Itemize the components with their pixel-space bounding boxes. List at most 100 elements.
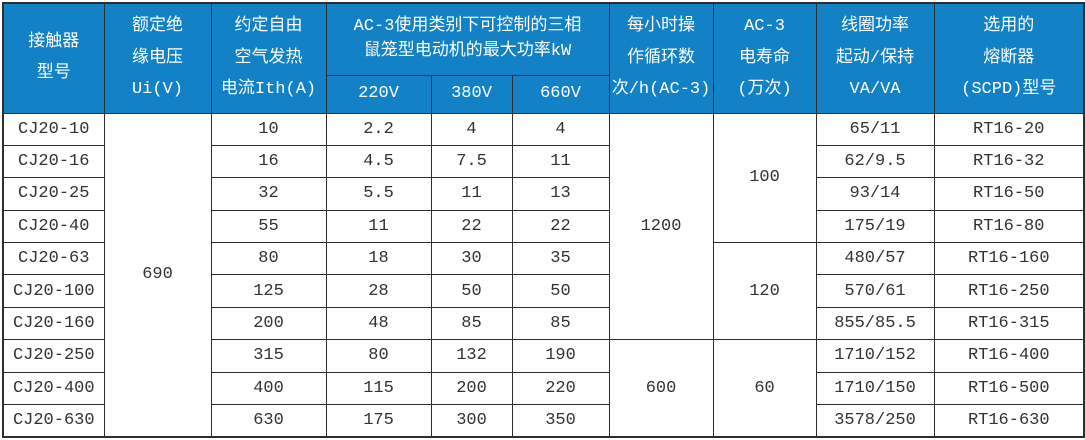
cell-coil: 570/61 <box>815 274 935 308</box>
cell-coil: 1710/152 <box>815 339 935 373</box>
cell-ith: 10 <box>210 112 327 146</box>
table-row: CJ20-100 125 28 50 50 570/61 RT16-250 <box>2 274 1085 308</box>
table-row: CJ20-250 315 80 132 190 600 60 1710/152 … <box>2 339 1085 438</box>
cell-model: CJ20-400 <box>2 371 105 406</box>
cell-p380: 50 <box>430 274 513 308</box>
cell-fuse: RT16-250 <box>933 274 1085 308</box>
cell-fuse: RT16-630 <box>933 404 1085 438</box>
cell-p660: 35 <box>511 242 610 276</box>
header-row-1: 接触器 型号 额定绝 缘电压 Ui(V) 约定自由 空气发热 电流Ith(A) … <box>2 2 1085 114</box>
table-row: CJ20-400 400 115 200 220 1710/150 RT16-5… <box>2 371 1085 406</box>
cell-p660: 4 <box>511 112 610 146</box>
cell-p220: 80 <box>325 339 432 373</box>
cell-model: CJ20-10 <box>2 112 105 146</box>
header-ui: 额定绝 缘电压 Ui(V) <box>103 2 212 114</box>
cell-fuse: RT16-80 <box>933 209 1085 244</box>
cell-p660: 22 <box>511 209 610 244</box>
cell-p660: 220 <box>511 371 610 406</box>
cell-ith: 200 <box>210 306 327 341</box>
cell-p220: 2.2 <box>325 112 432 146</box>
cell-coil: 480/57 <box>815 242 935 276</box>
cell-p220: 175 <box>325 404 432 438</box>
cell-coil: 855/85.5 <box>815 306 935 341</box>
cell-coil: 3578/250 <box>815 404 935 438</box>
cell-p660: 350 <box>511 404 610 438</box>
cell-model: CJ20-100 <box>2 274 105 308</box>
table-body: CJ20-10 690 10 2.2 4 4 1200 100 65/11 RT… <box>2 112 1085 438</box>
cell-model: CJ20-250 <box>2 339 105 373</box>
cell-ith: 16 <box>210 144 327 179</box>
cell-fuse: RT16-20 <box>933 112 1085 146</box>
header-coil: 线圈功率 起动/保持 VA/VA <box>815 2 935 114</box>
cell-life-merged: 60 <box>712 339 817 438</box>
header-380v: 380V <box>430 74 513 114</box>
cell-coil: 1710/150 <box>815 371 935 406</box>
cell-ui-merged: 690 <box>103 112 212 438</box>
cell-coil: 62/9.5 <box>815 144 935 179</box>
cell-fuse: RT16-50 <box>933 177 1085 211</box>
header-cycles: 每小时操 作循环数 次/h(AC-3) <box>608 2 714 114</box>
cell-cycles-merged: 600 <box>608 339 714 438</box>
header-ith: 约定自由 空气发热 电流Ith(A) <box>210 2 327 114</box>
cell-p380: 30 <box>430 242 513 276</box>
cell-ith: 315 <box>210 339 327 373</box>
cell-ith: 80 <box>210 242 327 276</box>
header-model: 接触器 型号 <box>2 2 105 114</box>
cell-model: CJ20-63 <box>2 242 105 276</box>
cell-coil: 65/11 <box>815 112 935 146</box>
cell-p380: 300 <box>430 404 513 438</box>
header-life: AC-3 电寿命 (万次) <box>712 2 817 114</box>
cell-p220: 11 <box>325 209 432 244</box>
cell-p660: 13 <box>511 177 610 211</box>
cell-p220: 48 <box>325 306 432 341</box>
table-row: CJ20-160 200 48 85 85 855/85.5 RT16-315 <box>2 306 1085 341</box>
cell-model: CJ20-160 <box>2 306 105 341</box>
cell-model: CJ20-630 <box>2 404 105 438</box>
cell-ith: 32 <box>210 177 327 211</box>
cell-p220: 18 <box>325 242 432 276</box>
header-power-group: AC-3使用类别下可控制的三相 鼠笼型电动机的最大功率kW <box>325 2 610 76</box>
cell-p660: 50 <box>511 274 610 308</box>
table-header: 接触器 型号 额定绝 缘电压 Ui(V) 约定自由 空气发热 电流Ith(A) … <box>2 2 1085 114</box>
cell-p660: 85 <box>511 306 610 341</box>
table-row: CJ20-16 16 4.5 7.5 11 62/9.5 RT16-32 <box>2 144 1085 179</box>
cell-p380: 200 <box>430 371 513 406</box>
cell-fuse: RT16-500 <box>933 371 1085 406</box>
table-row: CJ20-630 630 175 300 350 3578/250 RT16-6… <box>2 404 1085 438</box>
header-row-2: 220V 380V 660V <box>3 74 1084 114</box>
cell-fuse: RT16-160 <box>933 242 1085 276</box>
cell-ith: 125 <box>210 274 327 308</box>
cell-ith: 400 <box>210 371 327 406</box>
cell-p380: 22 <box>430 209 513 244</box>
cell-fuse: RT16-32 <box>933 144 1085 179</box>
cell-cycles-merged: 1200 <box>608 112 714 341</box>
table-row: CJ20-40 55 11 22 22 175/19 RT16-80 <box>2 209 1085 244</box>
cell-ith: 55 <box>210 209 327 244</box>
cell-p220: 115 <box>325 371 432 406</box>
cell-p380: 11 <box>430 177 513 211</box>
header-660v: 660V <box>511 74 610 114</box>
cell-coil: 175/19 <box>815 209 935 244</box>
cell-p380: 132 <box>430 339 513 373</box>
table-row: CJ20-63 80 18 30 35 120 480/57 RT16-160 <box>2 242 1085 341</box>
header-220v: 220V <box>325 74 432 114</box>
cell-life-merged: 100 <box>712 112 817 244</box>
header-fuse: 选用的 熔断器 (SCPD)型号 <box>933 2 1085 114</box>
cell-p380: 7.5 <box>430 144 513 179</box>
cell-fuse: RT16-315 <box>933 306 1085 341</box>
cell-p220: 4.5 <box>325 144 432 179</box>
cell-p220: 28 <box>325 274 432 308</box>
cell-model: CJ20-40 <box>2 209 105 244</box>
cell-coil: 93/14 <box>815 177 935 211</box>
cell-p380: 85 <box>430 306 513 341</box>
cell-p380: 4 <box>430 112 513 146</box>
cell-fuse: RT16-400 <box>933 339 1085 373</box>
cell-p660: 190 <box>511 339 610 373</box>
cell-model: CJ20-16 <box>2 144 105 179</box>
cell-p660: 11 <box>511 144 610 179</box>
cell-life-merged: 120 <box>712 242 817 341</box>
cell-ith: 630 <box>210 404 327 438</box>
cell-model: CJ20-25 <box>2 177 105 211</box>
